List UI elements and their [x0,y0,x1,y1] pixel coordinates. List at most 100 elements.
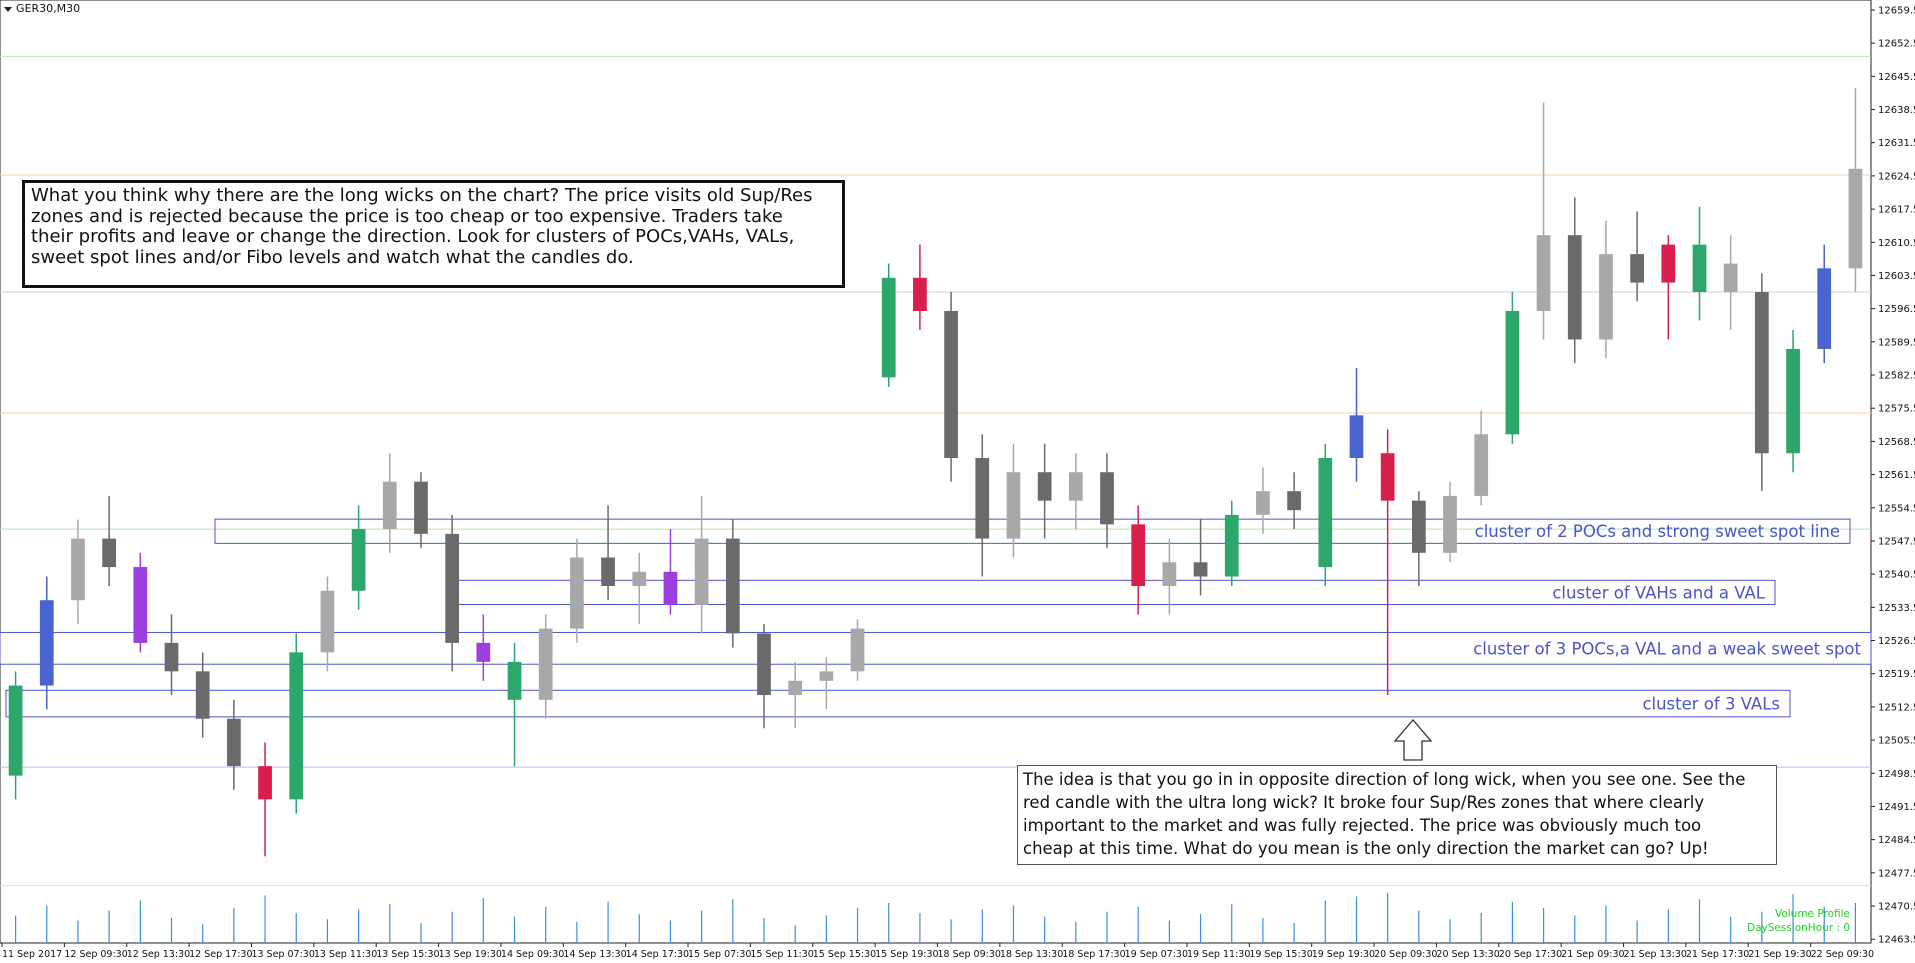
x-tick-label: 15 Sep 11:30 [750,949,813,960]
zones: cluster of 2 POCs and strong sweet spot … [0,518,1872,718]
y-tick-label: 12631.5 [1878,138,1915,149]
indicator-label: DaySessionHour : 0 [1747,922,1850,934]
candle-body [382,481,397,530]
y-tick-label: 12533.5 [1878,603,1915,614]
x-tick-label: 14 Sep 09:30 [501,949,564,960]
x-tick-label: 13 Sep 07:30 [251,949,314,960]
candle-body [1754,292,1769,454]
y-tick-label: 12540.5 [1878,570,1915,581]
candle-body [1443,495,1457,553]
x-tick-label: 18 Sep 17:30 [1062,949,1125,960]
candle-body [133,567,148,643]
candle-body [1131,524,1146,586]
x-tick-label: 21 Sep 17:30 [1686,949,1749,960]
candle-body [1068,472,1083,501]
annotation-line: sweet spot lines and/or Fibo levels and … [31,246,634,268]
x-tick-label: 21 Sep 13:30 [1624,949,1687,960]
candle-body [1224,514,1239,577]
arrow-up [1393,719,1433,761]
zone-label: cluster of 2 POCs and strong sweet spot … [1475,522,1840,541]
y-tick-label: 12575.5 [1878,404,1915,415]
y-tick-label: 12659.5 [1878,5,1915,16]
annotation-line: cheap at this time. What do you mean is … [1023,839,1709,858]
x-tick-label: 20 Sep 17:30 [1499,949,1562,960]
y-tick-label: 12519.5 [1878,669,1915,680]
zone-label: cluster of 3 POCs,a VAL and a weak sweet… [1473,639,1861,658]
zone [214,518,1851,544]
candle-body [632,571,647,586]
x-tick-label: 14 Sep 13:30 [563,949,626,960]
y-tick-label: 12470.5 [1878,902,1915,913]
y-tick-label: 12582.5 [1878,371,1915,382]
candle-body [1723,263,1738,293]
levels [0,55,1871,887]
zone [5,689,1791,718]
x-tick-label: 13 Sep 15:30 [376,949,439,960]
candle-body [1100,472,1114,525]
zone-label: cluster of VAHs and a VAL [1552,583,1765,602]
candle-body [1474,434,1489,496]
annotation-line: their profits and leave or change the di… [31,226,795,247]
candle-body [570,557,584,629]
x-tick-label: 12 Sep 17:30 [189,949,252,960]
x-tick-label: 22 Sep 09:30 [1811,949,1874,960]
candle-body [102,538,117,568]
menu-arrow[interactable] [4,7,12,12]
zone-label: cluster of 3 VALs [1642,695,1780,714]
candle-body [757,633,771,696]
candle-body [414,481,428,534]
candle-body [1193,562,1208,577]
y-tick-label: 12603.5 [1878,271,1915,282]
candle-body [71,538,85,601]
annotation-box: The idea is that you go in in opposite d… [1017,765,1777,865]
indicator-label: Volume Profile [1775,908,1850,920]
annotation-line: The idea is that you go in in opposite d… [1023,770,1746,789]
annotation-box: What you think why there are the long wi… [22,180,845,288]
y-tick-label: 12547.5 [1878,536,1915,547]
candle-body [195,671,210,719]
y-tick-label: 12568.5 [1878,437,1915,448]
x-tick-label: 13 Sep 11:30 [314,949,377,960]
x-tick-label: 11 Sep 2017 [2,949,62,960]
candle-body [1599,254,1613,340]
candle-body [1786,348,1800,454]
y-tick-label: 12505.5 [1878,736,1915,747]
volume [14,893,1857,943]
candle-body [507,661,522,700]
y-tick-label: 12652.5 [1878,39,1915,50]
candle-body [39,600,54,686]
candle-body [476,642,491,662]
candle-body [1411,500,1426,553]
candle-body [1848,168,1863,269]
candle-body [1256,491,1270,515]
candle-body [1287,491,1301,511]
annotation-line: red candle with the ultra long wick? It … [1023,793,1705,812]
candle-body [258,766,272,800]
y-tick-label: 12526.5 [1878,636,1915,647]
y-tick-label: 12589.5 [1878,337,1915,348]
candle-body [819,671,834,681]
candle-body [975,457,990,539]
x-tick-label: 15 Sep 07:30 [688,949,751,960]
x-tick-label: 15 Sep 19:30 [875,949,938,960]
candle-body [850,628,865,672]
y-tick-label: 12484.5 [1878,835,1915,846]
candle-body [538,628,553,700]
y-tick-label: 12561.5 [1878,470,1915,481]
annotation-line: What you think why there are the long wi… [31,185,813,206]
x-tick-label: 19 Sep 11:30 [1187,949,1250,960]
y-tick-label: 12617.5 [1878,205,1915,216]
candle-body [227,718,241,767]
x-tick-label: 20 Sep 09:30 [1374,949,1437,960]
candle-body [881,277,896,378]
candle-body [1661,244,1676,283]
x-tick-label: 14 Sep 17:30 [626,949,689,960]
x-tick-label: 21 Sep 09:30 [1561,949,1624,960]
y-tick-label: 12491.5 [1878,802,1915,813]
y-tick-label: 12463.5 [1878,935,1915,946]
candle-body [1162,562,1177,586]
x-tick-label: 15 Sep 15:30 [813,949,876,960]
x-tick-label: 19 Sep 19:30 [1312,949,1375,960]
x-tick-label: 13 Sep 19:30 [439,949,502,960]
